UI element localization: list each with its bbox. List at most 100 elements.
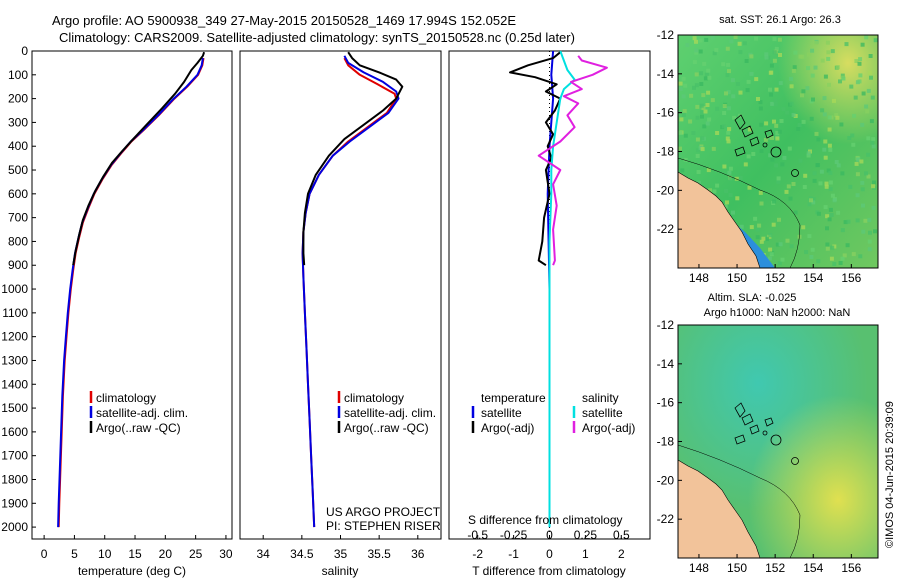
sst-map-reefs — [734, 114, 799, 177]
sst-pixel — [737, 41, 742, 46]
sst-pixel — [826, 50, 831, 55]
sst-pixel — [726, 62, 731, 67]
depth-tick-label: 1100 — [2, 306, 28, 320]
sst-pixel — [871, 184, 876, 189]
sst-pixel — [825, 242, 830, 247]
legend-label-s-satellite: satellite — [582, 406, 623, 420]
map-x-tick-label: 148 — [689, 561, 709, 575]
x-tick-label: -1 — [508, 547, 519, 561]
sst-pixel — [747, 185, 752, 190]
sst-pixel — [801, 119, 806, 124]
sst-pixel — [704, 72, 709, 77]
sst-pixel — [823, 205, 828, 210]
sst-pixel — [803, 173, 808, 178]
sst-pixel — [873, 229, 877, 234]
sst-pixel — [715, 106, 720, 111]
sst-pixel — [829, 213, 834, 217]
sst-pixel — [706, 68, 711, 73]
map-x-tick-label: 150 — [727, 271, 747, 285]
sst-pixel — [777, 261, 782, 266]
sst-pixel — [828, 180, 833, 185]
depth-tick-label: 200 — [8, 92, 28, 106]
sst-pixel — [700, 114, 704, 119]
sst-pixel — [826, 168, 831, 173]
x-tick-label: -2 — [472, 547, 483, 561]
sst-pixel — [710, 98, 715, 103]
s-tick-label: -0.25 — [500, 528, 528, 542]
sst-pixel — [872, 180, 876, 185]
sst-pixel — [830, 49, 835, 54]
sst-pixel — [870, 140, 875, 145]
sst-pixel — [683, 133, 688, 138]
sst-pixel — [798, 158, 803, 163]
sst-pixel — [787, 146, 792, 151]
map-y-tick-label: -18 — [657, 145, 675, 159]
sst-pixel — [696, 170, 701, 174]
depth-tick-label: 500 — [8, 163, 28, 177]
sst-pixel — [836, 210, 841, 215]
sla-map-reefs — [734, 402, 799, 465]
depth-tick-label: 100 — [8, 68, 28, 82]
sst-pixel — [778, 53, 782, 57]
sst-pixel — [706, 90, 711, 95]
sst-pixel — [704, 37, 709, 42]
sst-pixel — [691, 131, 696, 135]
series-salinity-argo-adj — [537, 55, 608, 266]
sst-pixel — [702, 61, 707, 66]
sst-pixel — [839, 122, 844, 127]
x-tick-label: 1 — [582, 547, 589, 561]
sst-pixel — [847, 136, 852, 140]
sst-pixel — [768, 87, 772, 92]
x-tick-label: 35 — [334, 547, 348, 561]
depth-tick-label: 0 — [21, 44, 28, 58]
sst-pixel — [864, 171, 868, 176]
sst-pixel — [802, 185, 807, 189]
legend-label-t-argo: Argo(-adj) — [481, 421, 534, 435]
sst-pixel — [747, 127, 752, 132]
depth-tick-label: 900 — [8, 258, 28, 272]
map-y-tick-label: -20 — [657, 183, 675, 197]
sst-pixel — [832, 262, 837, 266]
sst-pixel — [726, 139, 731, 144]
sst-pixel — [775, 131, 780, 135]
sst-pixel — [852, 113, 857, 118]
sst-pixel — [694, 39, 698, 44]
sst-pixel — [679, 117, 684, 122]
sst-pixel — [770, 136, 774, 140]
series-satellite-adj-clim — [57, 57, 204, 528]
sst-pixel — [681, 76, 686, 81]
sst-pixel — [848, 184, 853, 189]
sst-pixel — [826, 56, 831, 61]
map-x-tick-label: 154 — [803, 561, 823, 575]
sst-pixel — [725, 46, 730, 51]
sst-pixel — [726, 106, 731, 111]
sst-pixel — [866, 136, 871, 141]
sst-pixel — [832, 244, 837, 249]
sst-pixel — [729, 39, 734, 44]
sst-pixel — [863, 218, 868, 223]
depth-tick-label: 1700 — [1, 449, 28, 463]
x-tick-label: 35.5 — [367, 547, 391, 561]
sst-pixel — [857, 61, 862, 66]
sst-pixel — [764, 121, 769, 126]
sst-pixel — [854, 59, 859, 63]
sst-pixel — [761, 236, 766, 241]
sst-pixel — [866, 152, 871, 157]
sst-pixel — [866, 174, 871, 179]
sst-pixel — [714, 48, 719, 53]
sst-pixel — [798, 54, 803, 59]
sst-pixel — [694, 83, 699, 88]
sst-pixel — [860, 42, 865, 47]
sst-pixel — [861, 91, 866, 96]
project-credit-line1: US ARGO PROJECT — [326, 505, 441, 519]
sst-pixel — [698, 38, 703, 43]
sst-pixel — [859, 159, 864, 164]
salinity-lines — [301, 51, 404, 528]
sst-pixel — [743, 162, 748, 167]
sst-map: sat. SST: 26.1 Argo: 26.3 148 150 152 154 15… — [657, 14, 879, 285]
sst-pixel — [840, 256, 845, 261]
sst-pixel — [727, 170, 732, 175]
sst-pixel — [701, 106, 706, 111]
sst-pixel — [823, 139, 828, 144]
sst-pixel — [700, 136, 705, 141]
